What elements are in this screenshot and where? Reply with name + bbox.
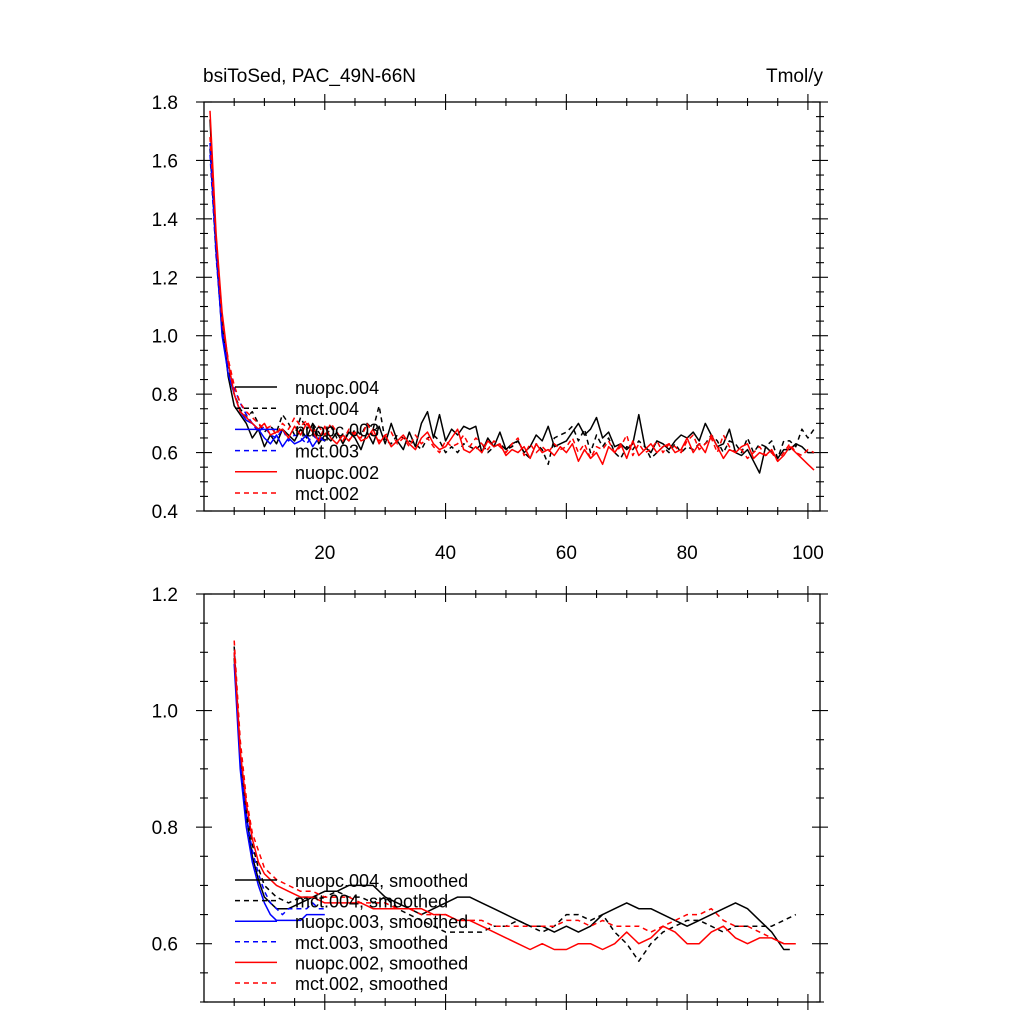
- y-tick-label: 1.0: [152, 327, 178, 348]
- series-line-nuopc-003: [209, 142, 326, 448]
- bottom-panel-tick-labels: 0.6 0.8 1.0 1.2: [152, 585, 178, 956]
- y-tick-label: 0.8: [152, 818, 178, 839]
- legend-label-nuopc-004: nuopc.004: [295, 378, 379, 398]
- x-tick-label: 60: [556, 543, 577, 564]
- bottom-panel-series: [233, 640, 797, 962]
- legend-label-mct-004: mct.004: [295, 399, 359, 419]
- series-line-mct-003-smoothed: [233, 652, 325, 916]
- legend-label-mct-003-smoothed: mct.003, smoothed: [295, 933, 448, 953]
- legend-label-mct-002: mct.002: [295, 484, 359, 504]
- chart-title-left: bsiToSed, PAC_49N-66N: [203, 66, 416, 87]
- series-line-nuopc-002-smoothed: [233, 652, 796, 951]
- legend-label-nuopc-004-smoothed: nuopc.004, smoothed: [295, 871, 468, 891]
- y-tick-label: 0.4: [152, 502, 179, 523]
- x-tick-label: 100: [792, 543, 824, 564]
- series-line-mct-002-smoothed: [233, 640, 796, 945]
- legend-label-mct-004-smoothed: mct.004, smoothed: [295, 892, 448, 912]
- legend-label-nuopc-002-smoothed: nuopc.002, smoothed: [295, 953, 468, 973]
- bottom-panel: 0.6 0.8 1.0 1.2 nuopc.004, smoothedmct.004,…: [152, 585, 828, 1010]
- top-panel: bsiToSed, PAC_49N-66N Tmol/y 20 40 60 80 100…: [152, 66, 828, 564]
- top-panel-frame: [203, 101, 821, 512]
- legend-label-mct-003: mct.003: [295, 442, 359, 462]
- top-panel-tick-labels: 20 40 60 80 100 0.4 0.6 0.8 1.0 1.2 1.4 1.6 1.8: [152, 93, 824, 564]
- legend-label-nuopc-003-smoothed: nuopc.003, smoothed: [295, 912, 468, 932]
- y-tick-label: 0.8: [152, 385, 178, 406]
- y-tick-label: 1.4: [152, 210, 179, 231]
- x-tick-label: 40: [435, 543, 456, 564]
- series-line-nuopc-002: [209, 110, 815, 471]
- series-line-mct-004: [209, 148, 815, 466]
- legend-label-nuopc-002: nuopc.002: [295, 463, 379, 483]
- y-tick-label: 1.8: [152, 93, 178, 114]
- chart-title-right: Tmol/y: [766, 66, 824, 87]
- y-tick-label: 0.6: [152, 444, 178, 465]
- y-tick-label: 1.0: [152, 702, 178, 723]
- bottom-panel-frame: [203, 593, 821, 1003]
- series-line-mct-004-smoothed: [233, 646, 797, 962]
- y-tick-label: 0.6: [152, 935, 178, 956]
- legend-label-nuopc-003: nuopc.003: [295, 420, 379, 440]
- y-tick-label: 1.2: [152, 268, 178, 289]
- top-panel-ticks: [196, 94, 828, 519]
- series-line-nuopc-003-smoothed: [233, 663, 325, 922]
- series-line-mct-002: [209, 137, 815, 463]
- x-tick-label: 20: [314, 543, 335, 564]
- legend-label-mct-002-smoothed: mct.002, smoothed: [295, 974, 448, 994]
- top-panel-legend: nuopc.004mct.004nuopc.003mct.003nuopc.00…: [235, 378, 379, 504]
- series-line-nuopc-004-smoothed: [233, 658, 790, 951]
- y-tick-label: 1.6: [152, 151, 178, 172]
- x-tick-label: 80: [677, 543, 698, 564]
- top-panel-series: [209, 110, 815, 474]
- y-tick-label: 1.2: [152, 585, 178, 606]
